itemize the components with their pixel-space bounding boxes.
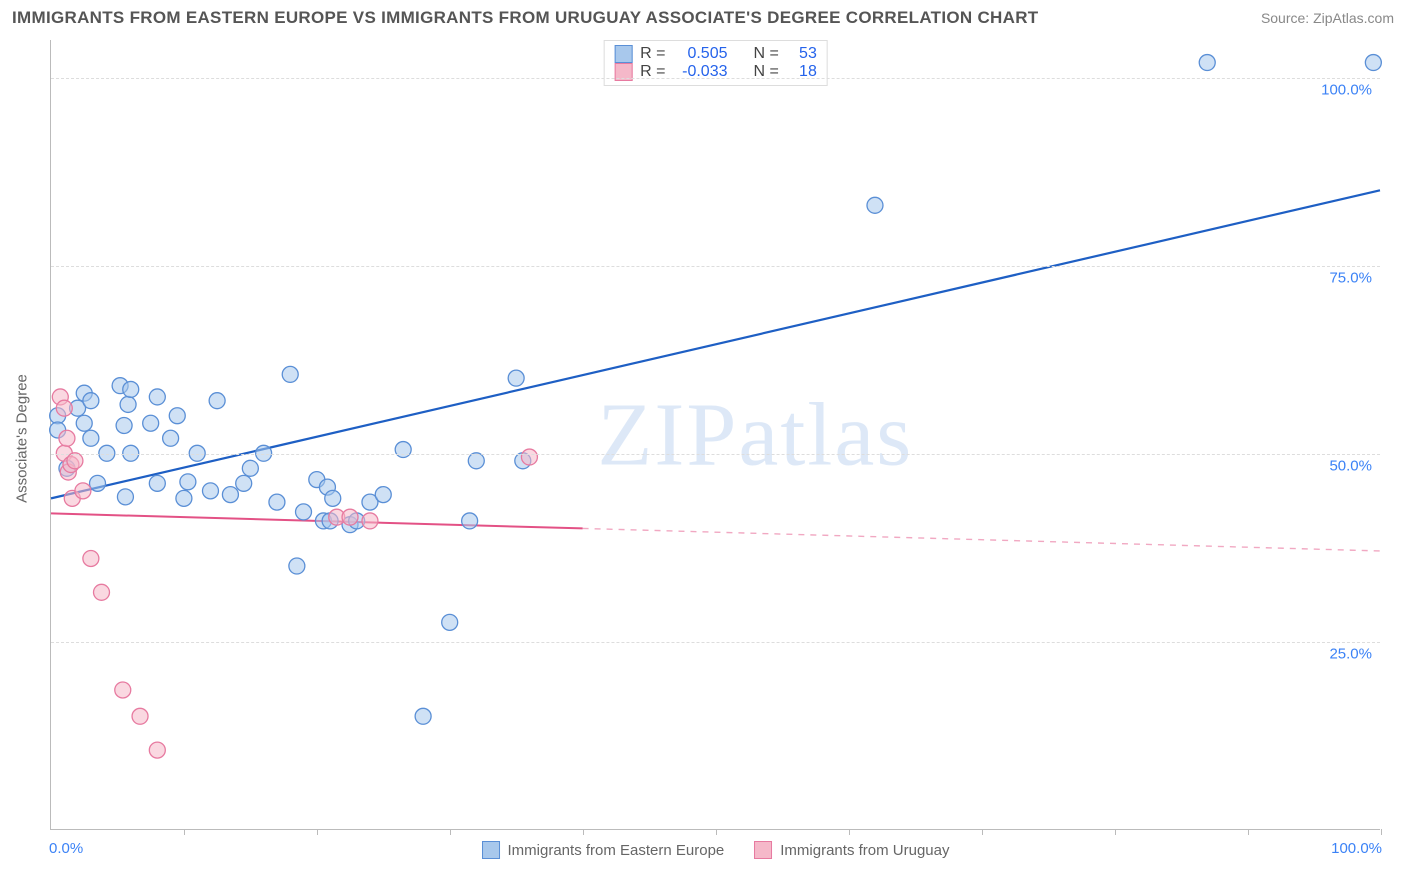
legend-label-1: Immigrants from Uruguay bbox=[780, 842, 949, 859]
stats-n-value-0: 53 bbox=[787, 45, 817, 63]
y-tick-label: 50.0% bbox=[1329, 457, 1372, 474]
chart-source: Source: ZipAtlas.com bbox=[1261, 10, 1394, 26]
stats-swatch-0 bbox=[614, 45, 632, 63]
y-tick-label: 100.0% bbox=[1321, 81, 1372, 98]
grid-line bbox=[51, 642, 1380, 643]
chart-title: IMMIGRANTS FROM EASTERN EUROPE VS IMMIGR… bbox=[12, 8, 1038, 28]
x-left-label: 0.0% bbox=[49, 840, 83, 857]
grid-line bbox=[51, 454, 1380, 455]
x-right-label: 100.0% bbox=[1331, 840, 1382, 857]
legend-swatch-1 bbox=[754, 841, 772, 859]
x-tick bbox=[450, 829, 451, 835]
chart-svg bbox=[51, 40, 1380, 829]
x-tick bbox=[716, 829, 717, 835]
x-tick bbox=[583, 829, 584, 835]
bottom-legend: Immigrants from Eastern Europe Immigrant… bbox=[482, 841, 950, 859]
stats-r-value-0: 0.505 bbox=[674, 45, 728, 63]
stats-n-label-0: N = bbox=[754, 45, 779, 63]
y-tick-label: 75.0% bbox=[1329, 269, 1372, 286]
stats-row-0: R = 0.505 N = 53 bbox=[614, 45, 817, 63]
y-axis-title: Associate's Degree bbox=[14, 374, 31, 503]
grid-line bbox=[51, 266, 1380, 267]
x-tick bbox=[1381, 829, 1382, 835]
grid-line bbox=[51, 78, 1380, 79]
plot-area: ZIPatlas R = 0.505 N = 53 R = -0.033 N =… bbox=[50, 40, 1380, 830]
legend-item-0: Immigrants from Eastern Europe bbox=[482, 841, 725, 859]
x-tick bbox=[184, 829, 185, 835]
legend-label-0: Immigrants from Eastern Europe bbox=[508, 842, 725, 859]
legend-swatch-0 bbox=[482, 841, 500, 859]
chart-header: IMMIGRANTS FROM EASTERN EUROPE VS IMMIGR… bbox=[12, 8, 1394, 28]
legend-item-1: Immigrants from Uruguay bbox=[754, 841, 949, 859]
x-tick bbox=[317, 829, 318, 835]
stats-legend-box: R = 0.505 N = 53 R = -0.033 N = 18 bbox=[603, 40, 828, 86]
x-tick bbox=[1115, 829, 1116, 835]
x-tick bbox=[1248, 829, 1249, 835]
x-tick bbox=[849, 829, 850, 835]
stats-r-label-0: R = bbox=[640, 45, 665, 63]
y-tick-label: 25.0% bbox=[1329, 645, 1372, 662]
x-tick bbox=[982, 829, 983, 835]
